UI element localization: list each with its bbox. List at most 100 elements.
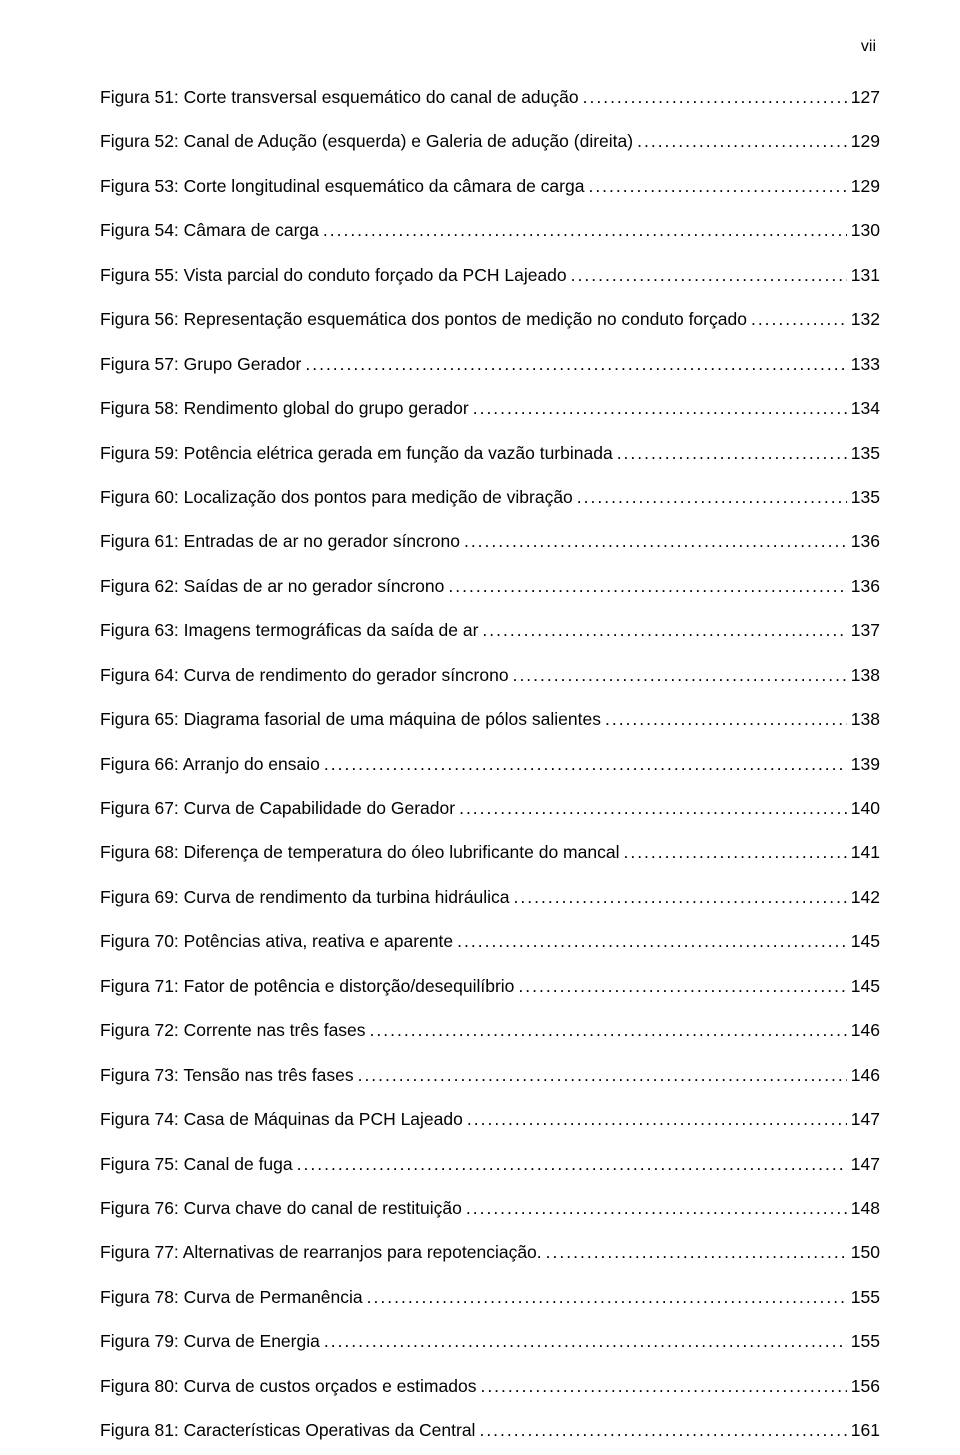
figure-page: 146 (847, 1017, 880, 1043)
list-item: Figura 53: Corte longitudinal esquemátic… (100, 173, 880, 199)
dot-leader (584, 173, 846, 199)
figure-list: Figura 51: Corte transversal esquemático… (100, 84, 880, 1443)
list-item: Figura 78: Curva de Permanência155 (100, 1284, 880, 1310)
figure-label: Figura 55: Vista parcial do conduto forç… (100, 262, 567, 288)
figure-label: Figura 64: Curva de rendimento do gerado… (100, 662, 509, 688)
figure-page: 135 (847, 484, 880, 510)
list-item: Figura 72: Corrente nas três fases 146 (100, 1017, 880, 1043)
figure-label: Figura 57: Grupo Gerador (100, 351, 301, 377)
list-item: Figura 68: Diferença de temperatura do ó… (100, 839, 880, 865)
figure-page: 130 (847, 217, 880, 243)
dot-leader (514, 973, 846, 999)
figure-label: Figura 52: Canal de Adução (esquerda) e … (100, 128, 633, 154)
figure-page: 134 (847, 395, 880, 421)
dot-leader (469, 395, 847, 421)
figure-label: Figura 54: Câmara de carga (100, 217, 319, 243)
figure-page: 135 (847, 440, 880, 466)
figure-page: 136 (847, 573, 880, 599)
list-item: Figura 59: Potência elétrica gerada em f… (100, 440, 880, 466)
dot-leader (510, 884, 847, 910)
list-item: Figura 70: Potências ativa, reativa e ap… (100, 928, 880, 954)
figure-page: 161 (847, 1417, 880, 1443)
figure-label: Figura 70: Potências ativa, reativa e ap… (100, 928, 453, 954)
dot-leader (293, 1151, 847, 1177)
dot-leader (320, 751, 847, 777)
dot-leader (463, 1106, 847, 1132)
list-item: Figura 81: Características Operativas da… (100, 1417, 880, 1443)
dot-leader (567, 262, 847, 288)
figure-label: Figura 75: Canal de fuga (100, 1151, 293, 1177)
dot-leader (542, 1239, 847, 1265)
figure-page: 129 (847, 173, 880, 199)
dot-leader (354, 1062, 847, 1088)
list-item: Figura 62: Saídas de ar no gerador síncr… (100, 573, 880, 599)
dot-leader (619, 839, 846, 865)
figure-page: 137 (847, 617, 880, 643)
figure-page: 129 (847, 128, 880, 154)
dot-leader (579, 84, 847, 110)
figure-page: 147 (847, 1151, 880, 1177)
dot-leader (601, 706, 847, 732)
figure-page: 145 (847, 928, 880, 954)
figure-label: Figura 76: Curva chave do canal de resti… (100, 1195, 462, 1221)
figure-label: Figura 61: Entradas de ar no gerador sín… (100, 528, 460, 554)
dot-leader (455, 795, 847, 821)
figure-label: Figura 78: Curva de Permanência (100, 1284, 363, 1310)
dot-leader (633, 128, 847, 154)
figure-page: 127 (847, 84, 880, 110)
figure-page: 139 (847, 751, 880, 777)
dot-leader (320, 1328, 847, 1354)
dot-leader (475, 1417, 846, 1443)
figure-page: 150 (847, 1239, 880, 1265)
figure-label: Figura 53: Corte longitudinal esquemátic… (100, 173, 584, 199)
dot-leader (301, 351, 846, 377)
figure-label: Figura 62: Saídas de ar no gerador síncr… (100, 573, 444, 599)
figure-page: 147 (847, 1106, 880, 1132)
list-item: Figura 69: Curva de rendimento da turbin… (100, 884, 880, 910)
figure-label: Figura 72: Corrente nas três fases (100, 1017, 366, 1043)
figure-page: 132 (847, 306, 880, 332)
list-item: Figura 60: Localização dos pontos para m… (100, 484, 880, 510)
list-item: Figura 52: Canal de Adução (esquerda) e … (100, 128, 880, 154)
list-item: Figura 57: Grupo Gerador 133 (100, 351, 880, 377)
list-item: Figura 55: Vista parcial do conduto forç… (100, 262, 880, 288)
list-item: Figura 76: Curva chave do canal de resti… (100, 1195, 880, 1221)
list-item: Figura 71: Fator de potência e distorção… (100, 973, 880, 999)
list-item: Figura 74: Casa de Máquinas da PCH Lajea… (100, 1106, 880, 1132)
dot-leader (444, 573, 846, 599)
list-item: Figura 61: Entradas de ar no gerador sín… (100, 528, 880, 554)
dot-leader (462, 1195, 847, 1221)
dot-leader (573, 484, 847, 510)
figure-label: Figura 79: Curva de Energia (100, 1328, 320, 1354)
figure-page: 140 (847, 795, 880, 821)
figure-page: 138 (847, 662, 880, 688)
figure-page: 156 (847, 1373, 880, 1399)
figure-label: Figura 56: Representação esquemática dos… (100, 306, 747, 332)
figure-label: Figura 81: Características Operativas da… (100, 1417, 475, 1443)
dot-leader (366, 1017, 847, 1043)
figure-label: Figura 63: Imagens termográficas da saíd… (100, 617, 478, 643)
figure-page: 145 (847, 973, 880, 999)
figure-label: Figura 60: Localização dos pontos para m… (100, 484, 573, 510)
dot-leader (478, 617, 846, 643)
figure-label: Figura 69: Curva de rendimento da turbin… (100, 884, 510, 910)
figure-page: 141 (847, 839, 880, 865)
figure-label: Figura 73: Tensão nas três fases (100, 1062, 354, 1088)
list-item: Figura 75: Canal de fuga 147 (100, 1151, 880, 1177)
dot-leader (460, 528, 847, 554)
dot-leader (613, 440, 847, 466)
figure-label: Figura 58: Rendimento global do grupo ge… (100, 395, 469, 421)
figure-label: Figura 66: Arranjo do ensaio (100, 751, 320, 777)
list-item: Figura 79: Curva de Energia 155 (100, 1328, 880, 1354)
dot-leader (509, 662, 847, 688)
dot-leader (747, 306, 847, 332)
figure-label: Figura 59: Potência elétrica gerada em f… (100, 440, 613, 466)
list-item: Figura 66: Arranjo do ensaio 139 (100, 751, 880, 777)
list-item: Figura 51: Corte transversal esquemático… (100, 84, 880, 110)
figure-page: 155 (847, 1328, 880, 1354)
figure-page: 136 (847, 528, 880, 554)
dot-leader (363, 1284, 847, 1310)
figure-label: Figura 67: Curva de Capabilidade do Gera… (100, 795, 455, 821)
figure-page: 133 (847, 351, 880, 377)
dot-leader (476, 1373, 846, 1399)
